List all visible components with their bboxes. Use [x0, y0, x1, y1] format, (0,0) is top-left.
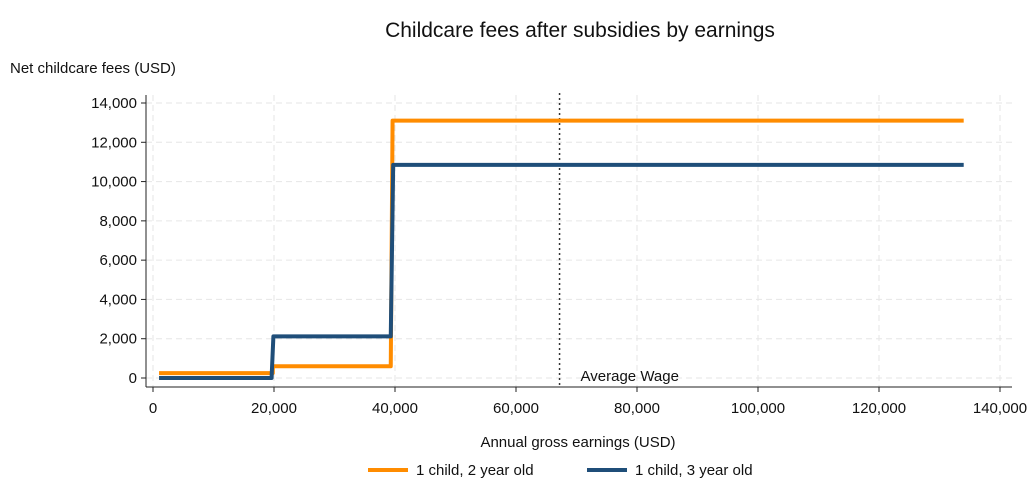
chart-title: Childcare fees after subsidies by earnin… — [385, 19, 775, 42]
x-tick-label: 80,000 — [614, 400, 660, 417]
x-tick-label: 140,000 — [973, 400, 1027, 417]
y-tick-label: 4,000 — [99, 291, 137, 308]
legend-label-1: 1 child, 2 year old — [416, 462, 534, 479]
y-tick-label: 6,000 — [99, 252, 137, 269]
y-tick-label: 8,000 — [99, 213, 137, 230]
axes — [145, 95, 1012, 388]
x-tick-label: 120,000 — [852, 400, 906, 417]
x-tick-label: 100,000 — [731, 400, 785, 417]
y-tick-label: 2,000 — [99, 331, 137, 348]
average-wage-label: Average Wage — [581, 368, 679, 385]
x-tick-label: 40,000 — [372, 400, 418, 417]
y-tick-label: 14,000 — [91, 95, 137, 112]
y-tick-label: 0 — [129, 370, 137, 387]
x-axis-title: Annual gross earnings (USD) — [480, 434, 675, 451]
y-axis-title: Net childcare fees (USD) — [10, 60, 176, 77]
x-tick-label: 20,000 — [251, 400, 297, 417]
x-tick-label: 60,000 — [493, 400, 539, 417]
grid — [146, 95, 1012, 387]
y-tick-label: 12,000 — [91, 134, 137, 151]
annotations: Average Wage — [558, 93, 679, 387]
y-axis-ticks: 0 2,000 4,000 6,000 8,000 10,000 12,000 14,000 — [91, 95, 146, 387]
legend-label-2: 1 child, 3 year old — [635, 462, 753, 479]
x-axis-ticks: 0 20,000 40,000 60,000 80,000 100,000 120,000 1… — [149, 387, 1027, 417]
y-tick-label: 10,000 — [91, 174, 137, 191]
x-tick-label: 0 — [149, 400, 157, 417]
series-line-1 — [159, 118, 964, 376]
series-line-2 — [159, 162, 964, 380]
series-lines — [159, 118, 964, 380]
legend: 1 child, 2 year old 1 child, 3 year old — [368, 462, 753, 479]
